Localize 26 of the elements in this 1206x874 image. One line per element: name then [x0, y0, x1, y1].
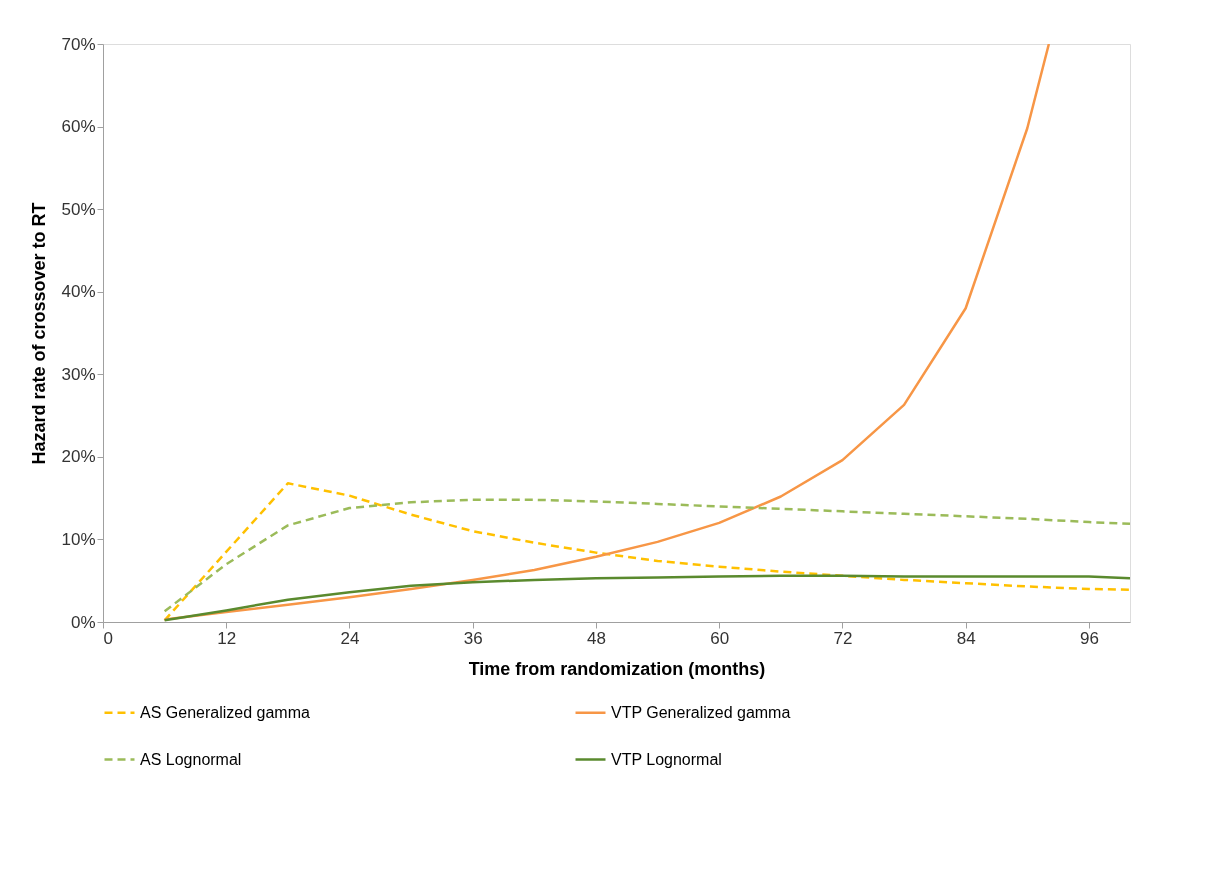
legend-label: AS Generalized gamma	[140, 703, 310, 721]
y-tick-label: 0%	[70, 612, 96, 632]
x-tick-label: 60	[710, 628, 730, 648]
x-tick-label: 0	[103, 628, 113, 648]
y-tick-label: 10%	[61, 529, 96, 549]
line-series	[163, 498, 1130, 613]
x-tick-label: 12	[217, 628, 237, 648]
y-tick-label: 50%	[61, 199, 96, 219]
x-tick-label: 36	[463, 628, 483, 648]
y-tick-label: 20%	[61, 447, 96, 467]
x-tick-label: 48	[587, 628, 606, 648]
line-series	[163, 44, 1051, 621]
x-axis-title: Time from randomization (months)	[468, 658, 766, 679]
x-tick-label: 96	[1079, 628, 1099, 648]
legend-label: VTP Lognormal	[611, 750, 722, 768]
x-tick-label: 72	[833, 628, 853, 648]
y-axis-title: Hazard rate of crossover to RT	[29, 202, 50, 465]
y-tick-label: 30%	[61, 364, 96, 384]
x-tick-label: 84	[956, 628, 976, 648]
y-tick-label: 60%	[61, 117, 96, 137]
legend-label: AS Lognormal	[140, 750, 242, 768]
y-tick-label: 40%	[61, 282, 96, 302]
legend-label: VTP Generalized gamma	[611, 703, 791, 721]
line-series	[163, 574, 1130, 622]
y-tick-label: 70%	[61, 34, 96, 54]
x-tick-label: 24	[340, 628, 360, 648]
